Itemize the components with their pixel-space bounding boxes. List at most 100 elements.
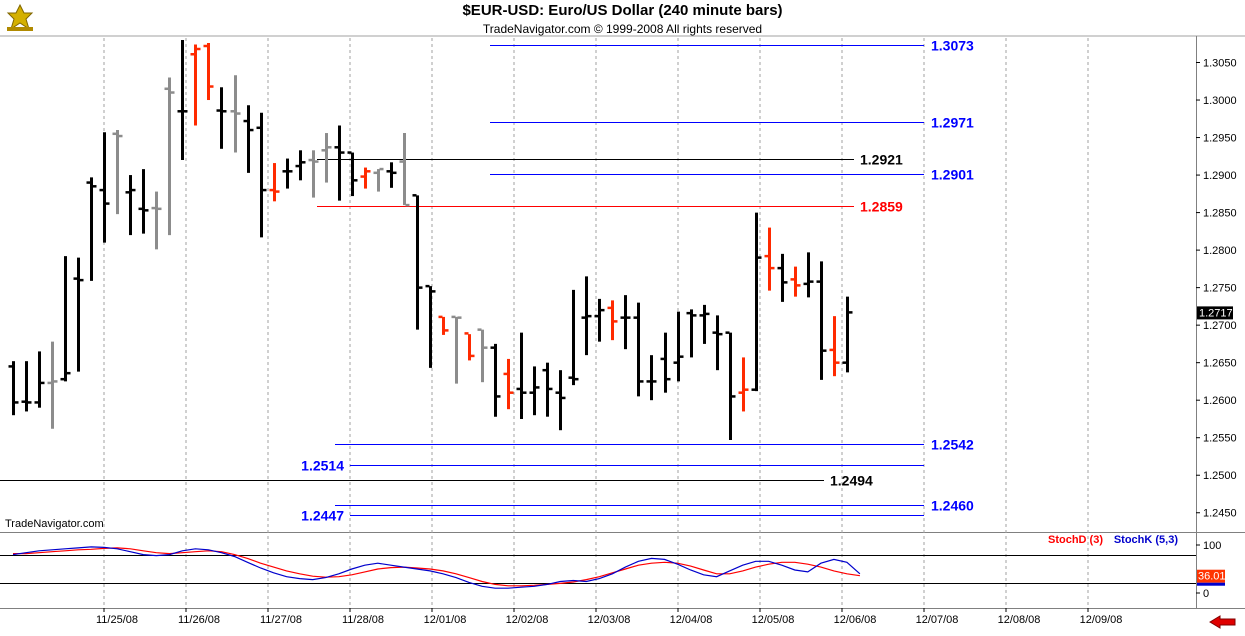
ohlc-bar bbox=[125, 175, 136, 236]
level-label: 1.2901 bbox=[931, 167, 974, 183]
ohlc-bar bbox=[660, 332, 671, 393]
watermark-text: TradeNavigator.com bbox=[5, 518, 104, 530]
ohlc-bar bbox=[21, 361, 32, 412]
ohlc-bar bbox=[803, 252, 814, 298]
level-label: 1.2921 bbox=[860, 152, 903, 168]
y-tick-label: 1.2850 bbox=[1203, 208, 1237, 220]
ohlc-bar bbox=[412, 194, 423, 330]
ohlc-bar bbox=[86, 177, 97, 281]
x-tick-label: 12/06/08 bbox=[834, 614, 877, 626]
ohlc-bar bbox=[829, 316, 840, 377]
ohlc-bar bbox=[751, 212, 762, 392]
scroll-left-arrow-icon[interactable] bbox=[1208, 615, 1238, 634]
y-tick-label: 1.2650 bbox=[1203, 358, 1237, 370]
ohlc-bar bbox=[256, 112, 267, 238]
ohlc-bar bbox=[243, 105, 254, 173]
chart-title: $EUR-USD: Euro/US Dollar (240 minute bar… bbox=[462, 2, 783, 19]
ohlc-bar bbox=[164, 77, 175, 236]
ohlc-bar bbox=[725, 331, 736, 440]
y-tick-label: 1.3000 bbox=[1203, 95, 1237, 107]
x-tick-label: 11/26/08 bbox=[178, 614, 220, 626]
ohlc-bar bbox=[555, 370, 566, 431]
ohlc-bar bbox=[712, 315, 723, 371]
ohlc-bar bbox=[308, 150, 319, 198]
ohlc-bar bbox=[425, 284, 436, 368]
ohlc-bar bbox=[464, 332, 475, 361]
ohlc-bar bbox=[99, 132, 110, 243]
level-label: 1.2494 bbox=[830, 473, 873, 489]
x-tick-label: 12/07/08 bbox=[916, 614, 959, 626]
level-label: 1.3073 bbox=[931, 38, 974, 54]
y-tick-label: 1.3050 bbox=[1203, 58, 1237, 70]
legend-stochd: StochD (3) bbox=[1048, 534, 1103, 546]
main-panel-bg bbox=[0, 36, 1245, 533]
ohlc-bar bbox=[334, 125, 345, 201]
y-tick-label: 1.2800 bbox=[1203, 245, 1237, 257]
ohlc-bar bbox=[503, 358, 514, 410]
ohlc-bar bbox=[529, 366, 540, 416]
ohlc-bar bbox=[581, 276, 592, 356]
y-tick-label: 1.2700 bbox=[1203, 320, 1237, 332]
y-tick-label: 1.2550 bbox=[1203, 433, 1237, 445]
ohlc-bar bbox=[151, 191, 162, 250]
ohlc-bar bbox=[594, 298, 605, 342]
ohlc-bar bbox=[516, 332, 527, 419]
ohlc-bar bbox=[686, 309, 697, 358]
osc-tick-label: 100 bbox=[1203, 540, 1221, 552]
ohlc-bar bbox=[373, 167, 384, 192]
ohlc-bar bbox=[8, 361, 19, 416]
y-tick-label: 1.2750 bbox=[1203, 283, 1237, 295]
ohlc-bar bbox=[490, 343, 501, 417]
ohlc-bar bbox=[295, 150, 306, 181]
ohlc-bar bbox=[842, 296, 853, 373]
x-tick-label: 11/28/08 bbox=[342, 614, 384, 626]
ohlc-bar bbox=[190, 44, 201, 126]
ohlc-bar bbox=[777, 253, 788, 302]
level-label: 1.2542 bbox=[931, 437, 974, 453]
y-tick-label: 1.2450 bbox=[1203, 508, 1237, 520]
ohlc-bar bbox=[738, 357, 749, 412]
ohlc-bar bbox=[177, 39, 188, 161]
ohlc-bar bbox=[60, 256, 71, 382]
copyright-text: TradeNavigator.com © 1999-2008 All right… bbox=[482, 22, 763, 36]
x-tick-label: 12/08/08 bbox=[998, 614, 1041, 626]
ohlc-bar bbox=[347, 151, 358, 197]
ohlc-bar bbox=[73, 257, 84, 372]
ohlc-bar bbox=[386, 162, 397, 188]
trade-navigator-logo-icon[interactable] bbox=[4, 3, 36, 38]
level-label: 1.2859 bbox=[860, 199, 903, 215]
y-tick-label: 1.2950 bbox=[1203, 133, 1237, 145]
ohlc-bar bbox=[230, 75, 241, 153]
x-tick-label: 11/25/08 bbox=[96, 614, 138, 626]
ohlc-bar bbox=[607, 300, 618, 341]
y-tick-label: 1.2600 bbox=[1203, 395, 1237, 407]
ohlc-bar bbox=[816, 261, 827, 380]
x-tick-label: 12/04/08 bbox=[670, 614, 713, 626]
ohlc-bar bbox=[269, 163, 280, 202]
y-tick-label: 1.2900 bbox=[1203, 170, 1237, 182]
x-tick-label: 12/05/08 bbox=[752, 614, 795, 626]
x-tick-label: 11/27/08 bbox=[260, 614, 302, 626]
ohlc-bar bbox=[216, 87, 227, 149]
last-price-label: 1.2717 bbox=[1199, 307, 1233, 319]
level-label: 1.2447 bbox=[301, 508, 344, 524]
ohlc-bar bbox=[360, 167, 371, 189]
ohlc-bar bbox=[112, 130, 123, 215]
legend-stochk: StochK (5,3) bbox=[1114, 534, 1179, 546]
ohlc-bar bbox=[282, 158, 293, 189]
ohlc-bar bbox=[34, 351, 45, 408]
x-tick-label: 12/09/08 bbox=[1080, 614, 1123, 626]
ohlc-bar bbox=[477, 328, 488, 383]
level-label: 1.2514 bbox=[301, 458, 344, 474]
osc-last-value-marker bbox=[1197, 569, 1225, 583]
x-tick-label: 12/02/08 bbox=[506, 614, 549, 626]
ohlc-bar bbox=[542, 362, 553, 417]
ohlc-bar bbox=[451, 315, 462, 384]
stoch-series-line bbox=[12, 546, 861, 589]
y-tick-label: 1.2500 bbox=[1203, 470, 1237, 482]
ohlc-bar bbox=[633, 302, 644, 397]
x-tick-label: 12/01/08 bbox=[424, 614, 467, 626]
ohlc-bar bbox=[47, 341, 58, 429]
